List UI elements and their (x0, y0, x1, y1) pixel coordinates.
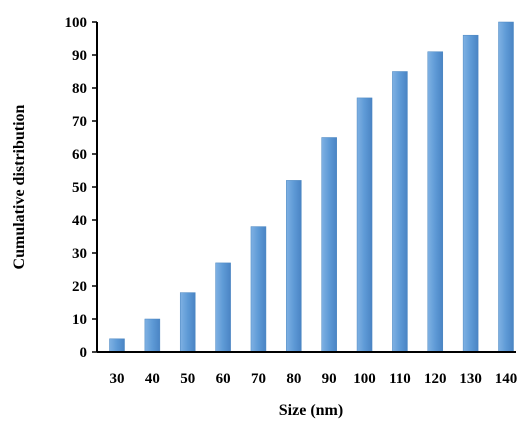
x-tick-label: 50 (180, 371, 195, 387)
bar-30 (109, 338, 125, 353)
x-tick-label: 100 (353, 371, 376, 387)
x-tick-label: 70 (251, 371, 266, 387)
x-tick-label: 90 (322, 371, 337, 387)
x-tick-label: 120 (424, 371, 447, 387)
x-ticks: 30 40 50 60 70 80 90 100 110 120 130 140 (110, 371, 518, 387)
y-tick-label: 20 (72, 279, 87, 295)
bar-140 (498, 21, 514, 353)
y-axis-title: Cumulative distribution (11, 104, 28, 269)
y-tick-label: 80 (72, 81, 87, 97)
x-axis-title: Size (nm) (279, 402, 343, 419)
y-tick-label: 10 (72, 312, 87, 328)
bar-70 (250, 226, 267, 353)
bar-100 (356, 97, 373, 353)
bars-layer (109, 21, 514, 353)
y-tick-label: 0 (80, 345, 88, 361)
y-tick-label: 40 (72, 213, 87, 229)
bar-90 (321, 137, 337, 353)
bar-80 (286, 180, 302, 353)
bar-60 (215, 262, 231, 353)
y-tick-label: 90 (72, 48, 87, 64)
x-tick-label: 140 (495, 371, 518, 387)
x-tick-label: 30 (110, 371, 125, 387)
bar-110 (392, 71, 408, 353)
x-tick-label: 80 (286, 371, 301, 387)
y-ticks: 0 10 20 30 40 50 60 70 80 90 100 (65, 15, 97, 361)
x-tick-label: 40 (145, 371, 160, 387)
y-tick-label: 70 (72, 114, 87, 130)
y-tick-label: 60 (72, 147, 87, 163)
x-tick-label: 110 (389, 371, 411, 387)
bar-130 (462, 34, 479, 353)
x-tick-label: 60 (216, 371, 231, 387)
x-tick-label: 130 (459, 371, 482, 387)
y-tick-label: 50 (72, 180, 87, 196)
bar-50 (179, 292, 196, 353)
bar-40 (144, 318, 161, 353)
y-tick-label: 30 (72, 246, 87, 262)
bar-120 (427, 51, 444, 353)
y-tick-label: 100 (65, 15, 88, 31)
